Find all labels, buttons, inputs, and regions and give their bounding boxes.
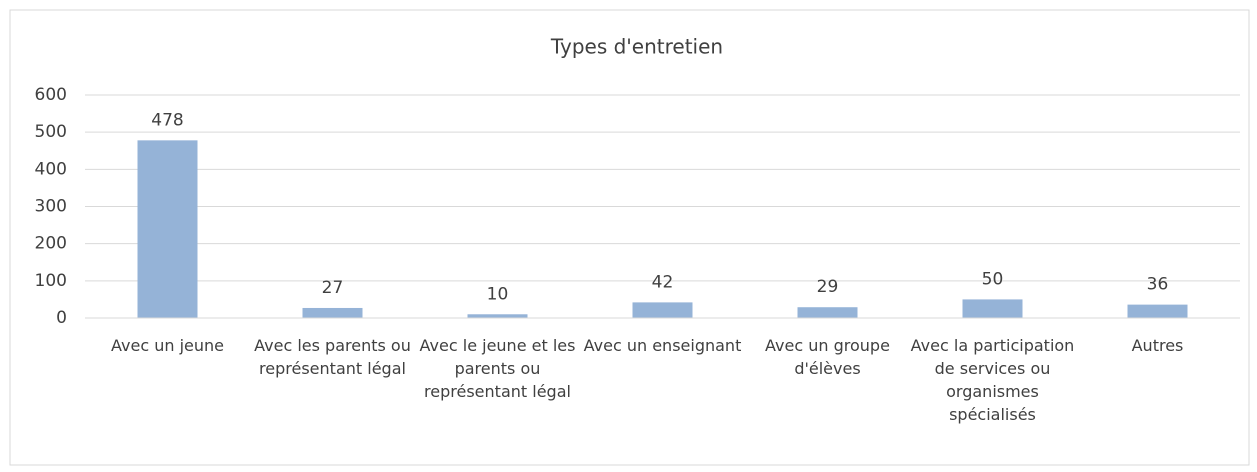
- y-tick-label: 100: [35, 271, 67, 291]
- y-tick-label: 300: [35, 197, 67, 217]
- data-label: 27: [322, 278, 344, 298]
- data-label: 50: [982, 269, 1004, 289]
- x-tick-label: Avec un enseignant: [583, 336, 742, 355]
- y-tick-label: 600: [35, 85, 67, 105]
- bar: [467, 314, 528, 318]
- x-tick-label: Avec les parents ou représentant légal: [254, 336, 411, 378]
- y-tick-label: 400: [35, 159, 67, 179]
- x-tick-label: Avec la participation de services ou org…: [910, 336, 1075, 424]
- x-tick-label: Avec un jeune: [111, 336, 224, 355]
- x-tick-label: Autres: [1131, 336, 1184, 355]
- data-label: 36: [1147, 275, 1169, 295]
- data-label: 42: [652, 272, 674, 292]
- data-label: 478: [151, 110, 183, 130]
- x-tick-label: Avec un groupe d'élèves: [765, 336, 890, 378]
- chart-title: Types d'entretien: [550, 35, 723, 59]
- x-tick-label: Avec le jeune et les parents ou représen…: [419, 336, 576, 401]
- y-tick-label: 500: [35, 122, 67, 142]
- bar: [797, 307, 858, 318]
- bar: [137, 140, 198, 318]
- bar: [962, 299, 1023, 318]
- chart-border: [9, 9, 1250, 466]
- data-label: 29: [817, 277, 839, 297]
- bar: [302, 307, 363, 318]
- y-tick-label: 200: [35, 234, 67, 254]
- y-tick-label: 0: [56, 308, 67, 328]
- bar: [632, 302, 693, 318]
- data-label: 10: [487, 284, 509, 304]
- bar: [1127, 304, 1188, 318]
